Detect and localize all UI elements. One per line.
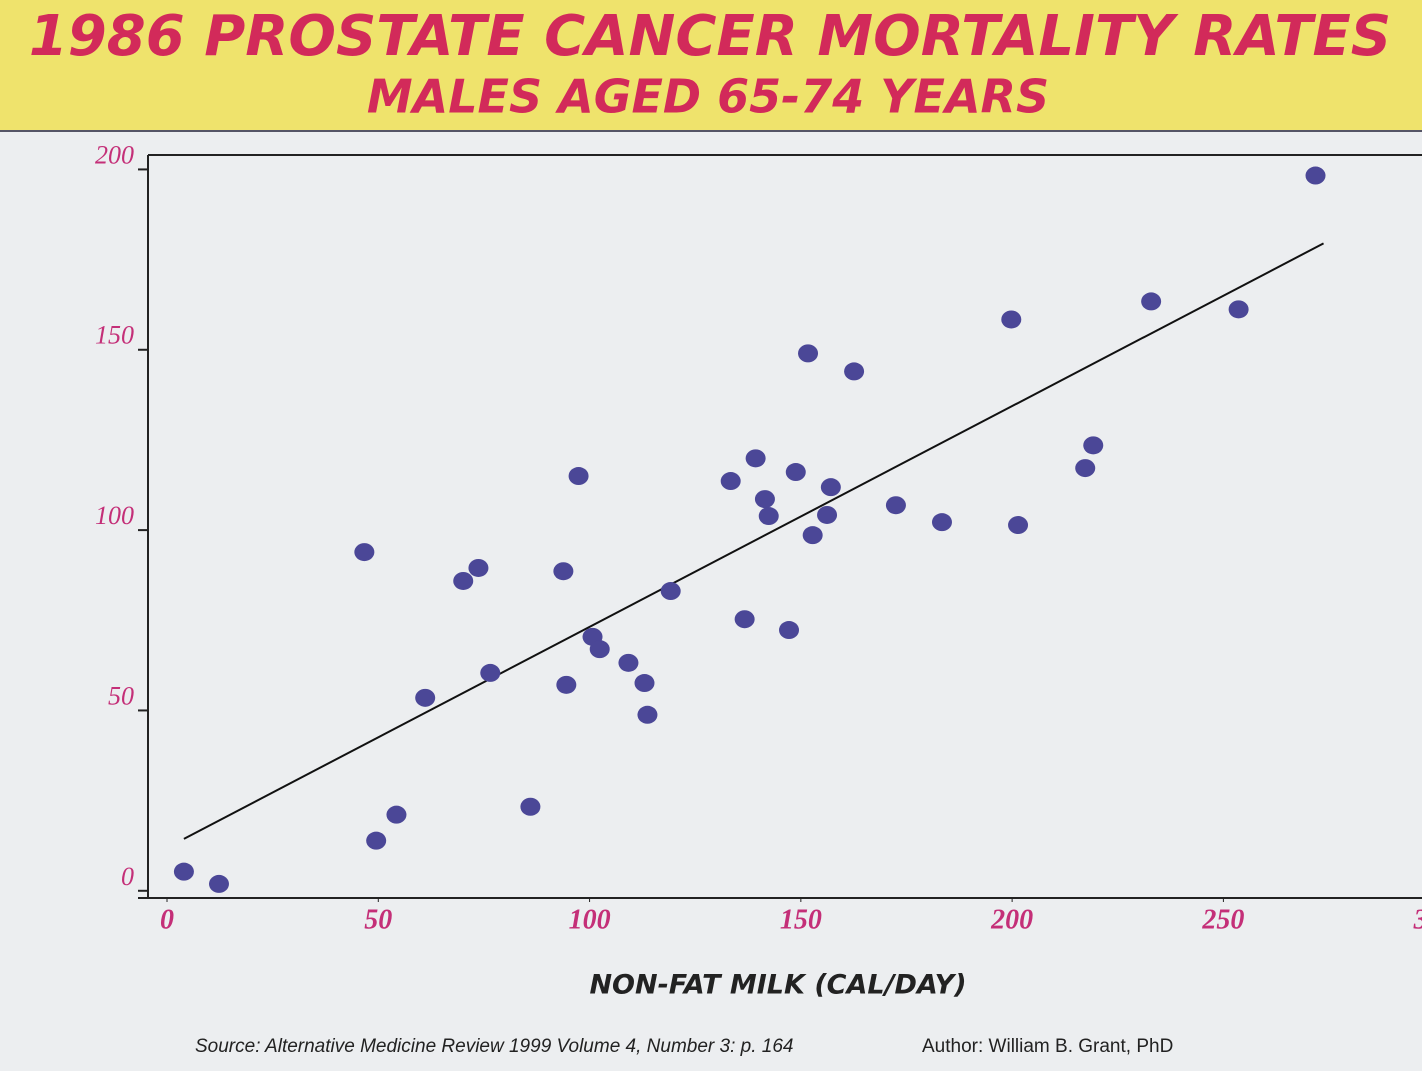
data-point: [1228, 300, 1249, 319]
data-point: [634, 674, 655, 693]
data-point: [415, 688, 436, 707]
chart-subtitle: MALES AGED 65-74 YEARS: [367, 70, 1049, 124]
data-point: [931, 513, 952, 532]
data-point: [779, 621, 800, 640]
trend-line: [183, 242, 1325, 840]
y-tick-label: 150: [95, 321, 134, 350]
x-tick-label: 0: [160, 904, 174, 935]
x-tick-label: 100: [569, 904, 611, 935]
data-point: [1001, 310, 1022, 329]
data-point: [618, 653, 639, 672]
data-point: [1305, 166, 1326, 185]
data-point: [734, 610, 755, 629]
data-point: [354, 543, 375, 562]
data-point: [366, 831, 387, 850]
data-point: [758, 507, 779, 526]
y-tick-label: 100: [95, 501, 134, 530]
data-point: [173, 862, 194, 881]
x-tick-label: 150: [780, 904, 822, 935]
x-axis-label: NON-FAT MILK (CAL/DAY): [589, 970, 966, 1001]
data-point: [468, 558, 489, 577]
data-point: [844, 362, 865, 381]
data-point: [480, 663, 501, 682]
data-point: [1075, 459, 1096, 478]
y-tick-label: 50: [108, 681, 134, 710]
data-point: [386, 805, 407, 824]
data-point: [802, 526, 823, 545]
data-point: [556, 675, 577, 694]
title-band: [0, 0, 1422, 130]
data-point: [208, 874, 229, 893]
x-tick-label: 50: [364, 904, 392, 935]
data-point: [1083, 436, 1104, 455]
data-point: [637, 705, 658, 724]
chart-title: 1986 PROSTATE CANCER MORTALITY RATES: [29, 4, 1391, 69]
data-point: [568, 467, 589, 486]
data-point: [798, 344, 819, 363]
data-point: [1008, 516, 1029, 535]
data-point: [817, 505, 838, 524]
data-point: [553, 562, 574, 581]
x-tick-label: 200: [990, 904, 1033, 935]
data-point: [754, 490, 775, 509]
author-note: Author: William B. Grant, PhD: [922, 1036, 1173, 1057]
data-point: [885, 496, 906, 515]
data-point: [745, 449, 766, 468]
data-point: [720, 472, 741, 491]
data-point: [520, 797, 541, 816]
x-tick-label: 250: [1201, 904, 1244, 935]
y-tick-label: 200: [95, 140, 134, 169]
data-point: [1141, 292, 1162, 311]
data-point: [589, 640, 610, 659]
source-note: Source: Alternative Medicine Review 1999…: [195, 1036, 793, 1057]
x-tick-label: 300: [1413, 904, 1422, 935]
data-point: [453, 571, 474, 590]
data-point: [660, 582, 681, 601]
data-point: [785, 463, 806, 482]
data-point: [820, 478, 841, 497]
y-tick-label: 0: [121, 862, 134, 891]
